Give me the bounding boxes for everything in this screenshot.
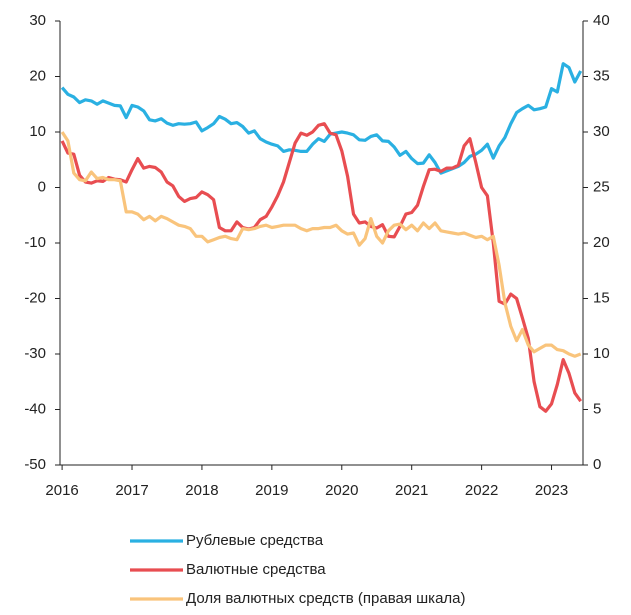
legend-label: Валютные средства xyxy=(186,561,326,578)
y2-tick-label: 0 xyxy=(593,456,601,473)
legend-label: Доля валютных средств (правая шкала) xyxy=(186,590,466,607)
y2-tick-label: 5 xyxy=(593,400,601,417)
x-tick-label: 2017 xyxy=(115,482,148,499)
series-line xyxy=(60,122,583,413)
y2-tick-label: 40 xyxy=(593,12,610,29)
x-tick-label: 2019 xyxy=(255,482,288,499)
y-tick-label: -30 xyxy=(24,345,46,362)
y-tick-label: 10 xyxy=(29,123,46,140)
y2-tick-label: 35 xyxy=(593,67,610,84)
y2-tick-label: 20 xyxy=(593,234,610,251)
x-tick-label: 2016 xyxy=(45,482,78,499)
y2-tick-label: 15 xyxy=(593,289,610,306)
y-tick-label: 20 xyxy=(29,67,46,84)
x-tick-label: 2018 xyxy=(185,482,218,499)
y-tick-label: -50 xyxy=(24,456,46,473)
x-tick-label: 2023 xyxy=(535,482,568,499)
y-tick-label: 0 xyxy=(38,178,46,195)
series-line xyxy=(60,131,582,358)
x-tick-label: 2022 xyxy=(465,482,498,499)
y-tick-label: -20 xyxy=(24,289,46,306)
y2-tick-label: 30 xyxy=(593,123,610,140)
x-tick-label: 2020 xyxy=(325,482,358,499)
y-tick-label: -40 xyxy=(24,400,46,417)
y2-tick-label: 10 xyxy=(593,345,610,362)
y-tick-label: -10 xyxy=(24,234,46,251)
legend-label: Рублевые средства xyxy=(186,532,324,549)
y2-tick-label: 25 xyxy=(593,178,610,195)
series-line xyxy=(60,62,583,175)
x-tick-label: 2021 xyxy=(395,482,428,499)
y-tick-label: 30 xyxy=(29,12,46,29)
